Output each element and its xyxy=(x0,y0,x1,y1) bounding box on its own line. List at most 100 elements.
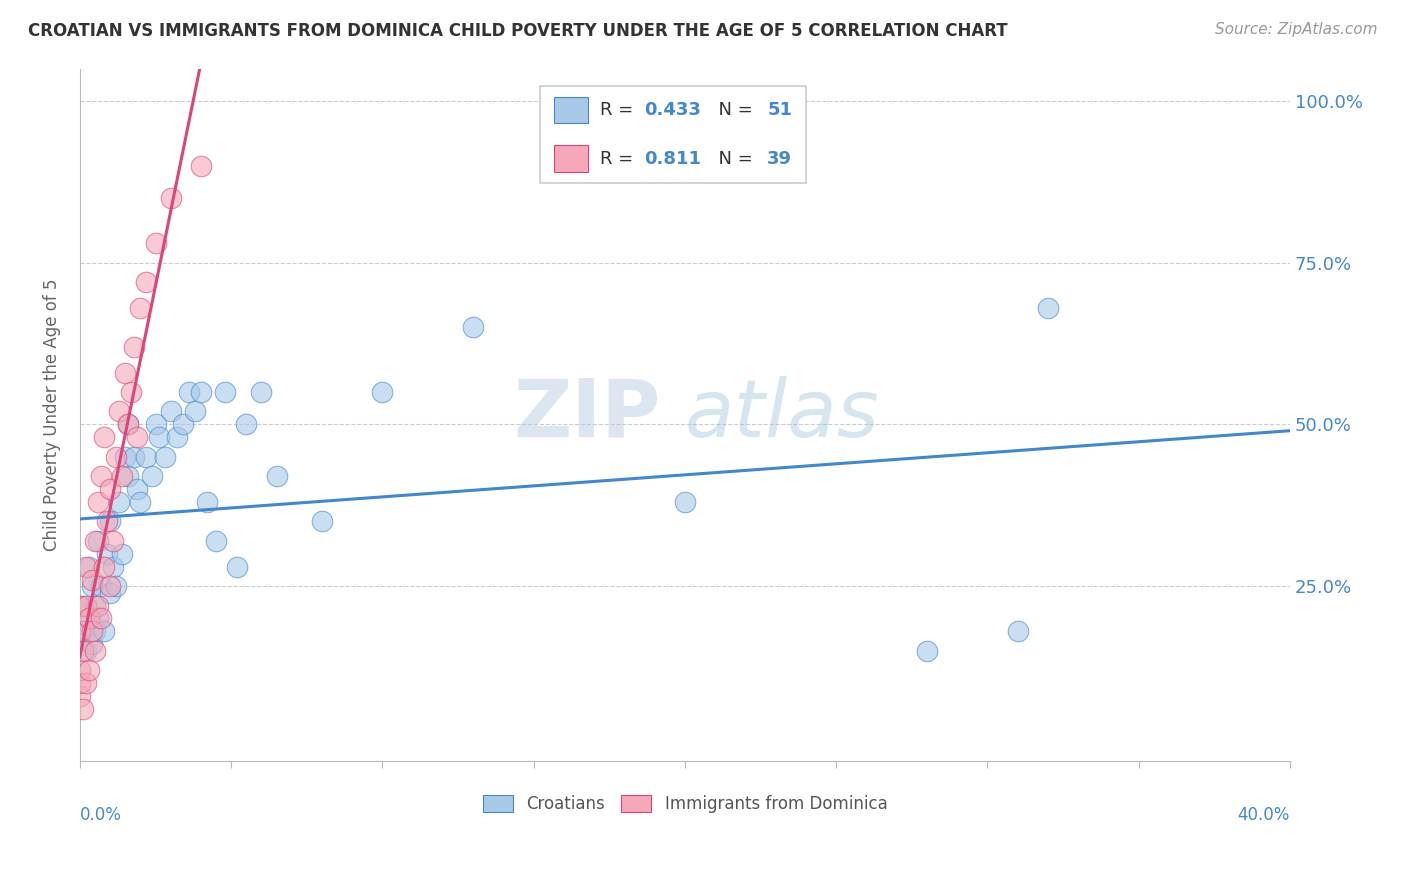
Point xyxy=(311,515,333,529)
Point xyxy=(75,644,97,658)
Text: 0.811: 0.811 xyxy=(644,150,700,168)
Point xyxy=(98,482,121,496)
Point xyxy=(159,191,181,205)
Point xyxy=(127,482,149,496)
Point xyxy=(673,495,696,509)
Point xyxy=(80,573,103,587)
Point xyxy=(101,533,124,548)
Point xyxy=(111,547,134,561)
Point xyxy=(108,404,131,418)
Point xyxy=(148,430,170,444)
Point xyxy=(84,533,107,548)
Point xyxy=(77,611,100,625)
Point xyxy=(145,236,167,251)
Point xyxy=(153,450,176,464)
Point xyxy=(129,495,152,509)
Point xyxy=(214,384,236,399)
Point xyxy=(72,702,94,716)
Text: N =: N = xyxy=(707,150,758,168)
Point xyxy=(127,430,149,444)
Point xyxy=(80,637,103,651)
Point xyxy=(105,450,128,464)
Point xyxy=(87,533,110,548)
Point xyxy=(69,689,91,703)
Point xyxy=(463,320,485,334)
Point xyxy=(69,676,91,690)
Point xyxy=(124,450,146,464)
Point xyxy=(235,417,257,432)
Point xyxy=(101,559,124,574)
Point xyxy=(72,599,94,613)
Point xyxy=(87,495,110,509)
Point xyxy=(75,559,97,574)
Point xyxy=(117,417,139,432)
Text: 40.0%: 40.0% xyxy=(1237,805,1291,824)
Point xyxy=(98,515,121,529)
Point xyxy=(141,469,163,483)
Point xyxy=(166,430,188,444)
Point xyxy=(72,644,94,658)
Point xyxy=(93,430,115,444)
Y-axis label: Child Poverty Under the Age of 5: Child Poverty Under the Age of 5 xyxy=(44,278,60,551)
Point xyxy=(226,559,249,574)
Point xyxy=(96,515,118,529)
Point xyxy=(90,469,112,483)
Text: atlas: atlas xyxy=(685,376,880,454)
Point xyxy=(84,644,107,658)
Point xyxy=(84,624,107,639)
Text: 0.0%: 0.0% xyxy=(80,805,122,824)
Point xyxy=(77,663,100,677)
Point xyxy=(77,559,100,574)
Point xyxy=(80,624,103,639)
Point xyxy=(124,340,146,354)
Point xyxy=(915,644,938,658)
Point xyxy=(98,585,121,599)
Point xyxy=(1036,301,1059,315)
Point xyxy=(135,275,157,289)
Text: R =: R = xyxy=(600,150,640,168)
Point xyxy=(111,469,134,483)
Point xyxy=(172,417,194,432)
Point xyxy=(108,495,131,509)
Point xyxy=(190,159,212,173)
Point xyxy=(87,611,110,625)
Text: 51: 51 xyxy=(768,101,792,119)
Point xyxy=(117,469,139,483)
Point xyxy=(145,417,167,432)
Point xyxy=(250,384,273,399)
Point xyxy=(177,384,200,399)
Point xyxy=(205,533,228,548)
Text: N =: N = xyxy=(707,101,758,119)
Point xyxy=(1007,624,1029,639)
Point xyxy=(69,624,91,639)
Point xyxy=(114,450,136,464)
Text: 0.433: 0.433 xyxy=(644,101,700,119)
Point xyxy=(266,469,288,483)
FancyBboxPatch shape xyxy=(554,145,588,171)
FancyBboxPatch shape xyxy=(540,86,806,183)
Point xyxy=(90,611,112,625)
Point xyxy=(184,404,207,418)
Point xyxy=(159,404,181,418)
Point xyxy=(90,579,112,593)
Point xyxy=(371,384,394,399)
FancyBboxPatch shape xyxy=(554,97,588,123)
Point xyxy=(75,676,97,690)
Point xyxy=(96,547,118,561)
Legend: Croatians, Immigrants from Dominica: Croatians, Immigrants from Dominica xyxy=(474,787,896,822)
Point xyxy=(80,579,103,593)
Point xyxy=(93,559,115,574)
Point xyxy=(77,611,100,625)
Text: Source: ZipAtlas.com: Source: ZipAtlas.com xyxy=(1215,22,1378,37)
Point xyxy=(69,599,91,613)
Point xyxy=(105,579,128,593)
Point xyxy=(129,301,152,315)
Text: CROATIAN VS IMMIGRANTS FROM DOMINICA CHILD POVERTY UNDER THE AGE OF 5 CORRELATIO: CROATIAN VS IMMIGRANTS FROM DOMINICA CHI… xyxy=(28,22,1008,40)
Point xyxy=(84,599,107,613)
Point xyxy=(87,599,110,613)
Point xyxy=(93,624,115,639)
Point xyxy=(69,663,91,677)
Text: 39: 39 xyxy=(768,150,792,168)
Point xyxy=(135,450,157,464)
Point xyxy=(190,384,212,399)
